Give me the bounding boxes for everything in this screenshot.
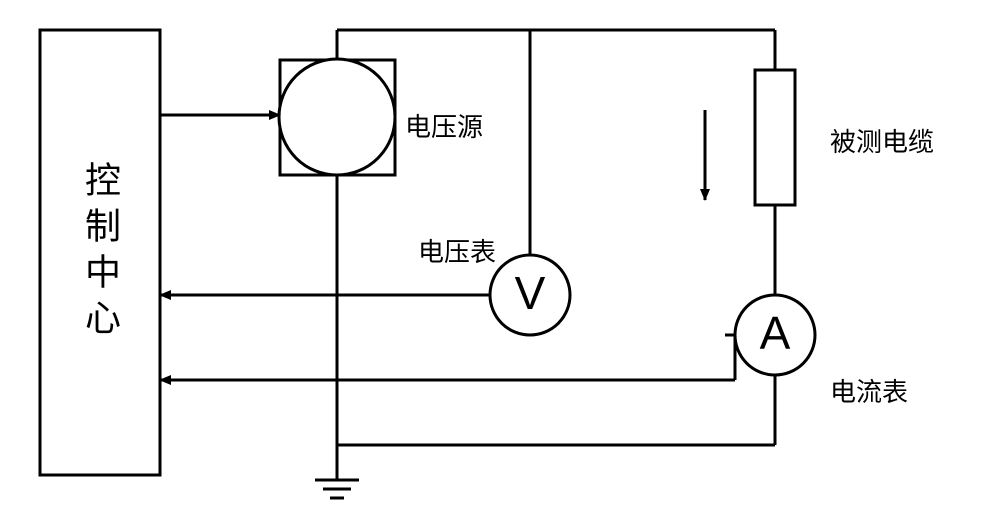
svg-text:电压表: 电压表 — [418, 238, 496, 267]
svg-text:被测电缆: 被测电缆 — [830, 128, 934, 157]
svg-text:V: V — [515, 267, 546, 319]
svg-text:电压源: 电压源 — [405, 113, 483, 142]
svg-text:A: A — [760, 307, 791, 359]
svg-text:电流表: 电流表 — [830, 378, 908, 407]
circuit-diagram: 控制中心 被测电缆 电压源 V 电压表 A 电流表 — [0, 0, 1000, 518]
control-center-label: 控制中心 — [40, 30, 160, 475]
